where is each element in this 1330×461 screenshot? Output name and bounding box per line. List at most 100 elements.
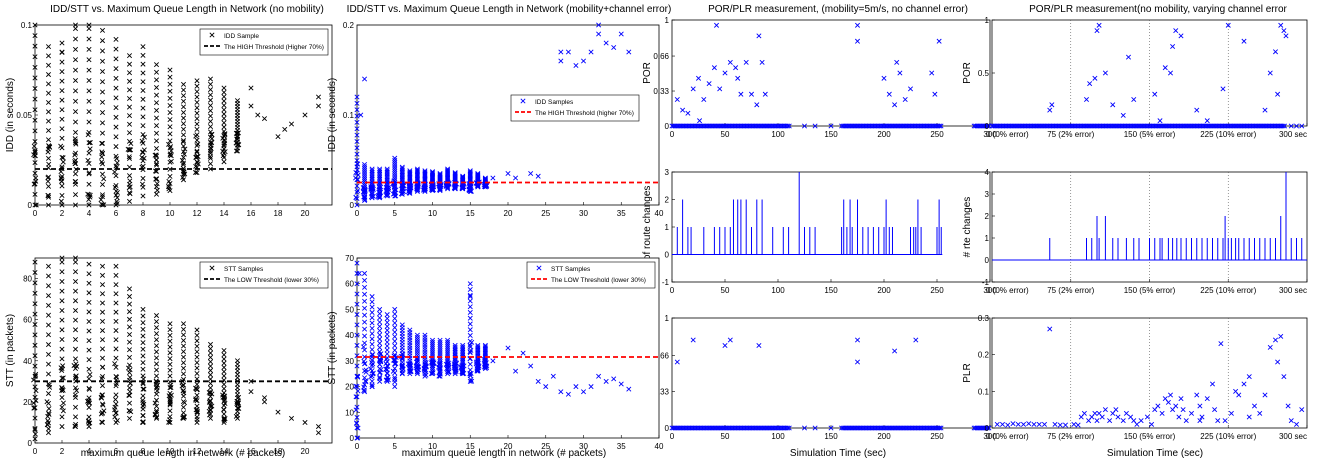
plot-frame: [991, 19, 1308, 127]
data-point: [558, 389, 564, 395]
data-point: [422, 185, 428, 191]
data-point: [180, 332, 187, 338]
data-point: [86, 67, 92, 73]
legend-label: The HIGH Threshold (higher 70%): [535, 110, 634, 117]
data-point: [384, 377, 390, 383]
data-point: [113, 124, 119, 130]
data-point: [113, 309, 119, 315]
data-point: [193, 396, 199, 402]
y-tick-label: 0.2: [343, 21, 355, 30]
data-point: [153, 361, 160, 367]
data-point: [354, 183, 360, 189]
data-point: [362, 354, 368, 360]
data-point: [414, 166, 420, 172]
data-point: [221, 102, 227, 108]
data-point: [139, 138, 145, 144]
data-point: [392, 306, 398, 312]
data-point: [727, 337, 733, 343]
data-point: [596, 373, 602, 379]
data-point: [86, 36, 92, 42]
data-point: [528, 363, 534, 369]
x-tick-label: 20: [301, 447, 310, 456]
data-point: [1236, 392, 1242, 398]
data-point: [113, 163, 119, 169]
data-point: [59, 88, 65, 94]
data-point: [153, 415, 160, 421]
x-tick-label: 30: [579, 209, 588, 218]
data-point: [1031, 421, 1037, 427]
data-point: [167, 81, 173, 87]
data-point: [221, 386, 227, 392]
data-point: [127, 367, 133, 373]
data-point: [543, 384, 549, 390]
data-point: [384, 323, 390, 329]
data-point: [1165, 399, 1171, 405]
data-point: [86, 196, 92, 203]
data-point: [99, 27, 106, 33]
data-point: [1293, 421, 1300, 427]
data-point: [72, 392, 78, 398]
data-point: [436, 182, 442, 188]
data-point: [467, 349, 473, 355]
data-point: [207, 81, 214, 87]
data-point: [1173, 403, 1179, 409]
data-point: [86, 376, 92, 382]
data-point: [206, 408, 212, 414]
data-point: [33, 175, 39, 181]
data-point: [392, 155, 398, 161]
data-point: [233, 148, 239, 154]
data-point: [429, 170, 436, 176]
data-point: [194, 365, 200, 371]
data-point: [1131, 96, 1137, 103]
data-point: [467, 304, 473, 310]
x-tick-label: 8: [141, 447, 146, 456]
data-point: [414, 167, 420, 173]
data-point: [221, 111, 227, 117]
data-point: [385, 363, 391, 369]
x-tick-label: 6: [114, 209, 119, 218]
data-point: [126, 61, 133, 67]
data-point: [100, 364, 106, 370]
data-point: [1251, 403, 1258, 409]
data-point: [182, 400, 188, 406]
data-point: [1178, 33, 1184, 39]
data-point: [72, 57, 79, 63]
data-point: [99, 419, 105, 425]
data-point: [32, 54, 38, 60]
x-tick-label: 2: [60, 209, 65, 218]
data-point: [140, 114, 146, 120]
data-point: [355, 373, 361, 379]
data-point: [194, 349, 200, 355]
x-tick-label: 200: [877, 286, 891, 295]
data-point: [414, 343, 420, 350]
data-point: [167, 356, 173, 362]
data-point: [181, 151, 187, 157]
data-point: [194, 338, 200, 344]
data-point: [414, 348, 420, 354]
data-point: [460, 174, 466, 180]
data-point: [1149, 421, 1155, 427]
data-point: [207, 97, 214, 103]
data-point: [369, 320, 375, 326]
data-point: [302, 112, 308, 118]
x-tick-label: 0: [33, 209, 38, 218]
data-point: [854, 359, 861, 365]
data-point: [86, 328, 92, 334]
data-point: [167, 67, 173, 73]
data-point: [128, 147, 134, 153]
data-point: [535, 173, 541, 179]
data-point: [1204, 396, 1210, 402]
data-point: [377, 361, 383, 367]
data-point: [801, 123, 808, 129]
data-point: [153, 107, 160, 113]
data-point: [756, 33, 762, 39]
data-point: [32, 269, 38, 276]
data-point: [60, 400, 66, 406]
data-point: [363, 378, 369, 384]
data-point: [99, 58, 106, 64]
x-tick-label: 300: [983, 286, 997, 295]
data-point: [99, 376, 105, 382]
data-point: [45, 430, 52, 436]
data-point: [112, 184, 118, 190]
data-point: [1222, 418, 1228, 424]
